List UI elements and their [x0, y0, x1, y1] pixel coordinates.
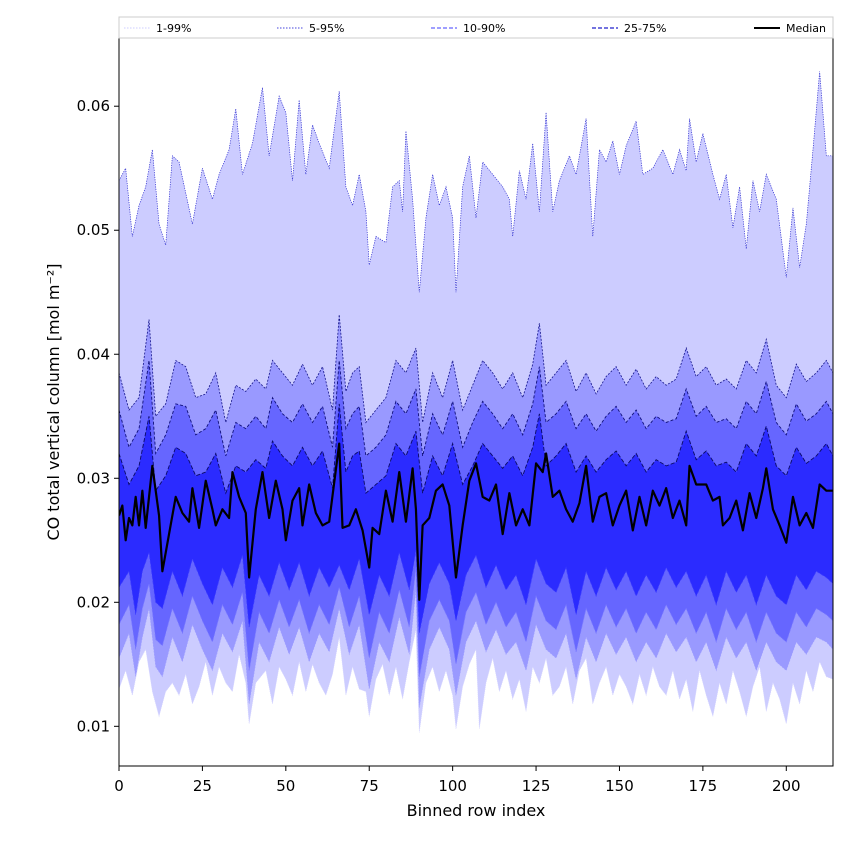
median-line — [119, 442, 833, 601]
y-tick-label: 0.03 — [77, 469, 110, 487]
legend-label: 25-75% — [624, 22, 666, 35]
x-tick-label: 0 — [114, 777, 124, 795]
y-tick-label: 0.02 — [77, 593, 110, 611]
y-tick-label: 0.04 — [77, 345, 110, 363]
legend-label: 1-99% — [156, 22, 191, 35]
p5-line — [119, 589, 833, 708]
legend-label: 5-95% — [309, 22, 344, 35]
p75-line — [119, 403, 833, 495]
y-tick-label: 0.01 — [77, 717, 110, 735]
x-tick-label: 200 — [772, 777, 801, 795]
x-tick-label: 125 — [522, 777, 551, 795]
p90-line — [119, 360, 833, 457]
y-tick-label: 0.05 — [77, 221, 110, 239]
y-axis-label: CO total vertical column [mol m⁻²] — [44, 263, 63, 540]
x-tick-label: 175 — [689, 777, 718, 795]
y-axis: 0.01 0.02 0.03 0.04 0.05 0.06 — [77, 97, 119, 735]
legend-label: Median — [786, 22, 826, 35]
x-axis: 0 25 50 75 100 125 150 175 200 — [114, 766, 801, 795]
band-25-75 — [119, 403, 833, 634]
x-tick-label: 25 — [193, 777, 212, 795]
p10-line — [119, 567, 833, 677]
legend-box — [118, 16, 834, 39]
x-axis-label: Binned row index — [407, 801, 546, 820]
x-tick-label: 150 — [605, 777, 634, 795]
legend-label: 10-90% — [463, 22, 505, 35]
legend: 1-99% 5-95% 10-90% 25-75% Median — [118, 16, 834, 39]
p95-line — [119, 314, 833, 424]
percentile-lines — [119, 71, 833, 733]
x-tick-label: 100 — [438, 777, 467, 795]
x-tick-label: 50 — [276, 777, 295, 795]
p99-line — [119, 71, 833, 293]
x-tick-label: 75 — [360, 777, 379, 795]
y-tick-label: 0.06 — [77, 97, 110, 115]
